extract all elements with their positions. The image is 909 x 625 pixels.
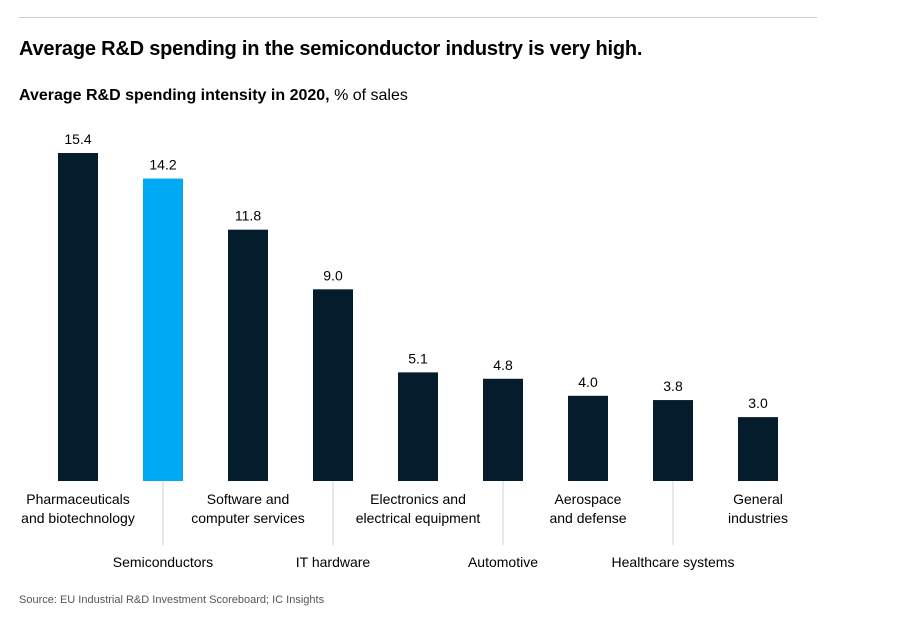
top-divider xyxy=(19,17,817,18)
category-label: computer services xyxy=(191,510,305,526)
bar-value-label: 3.0 xyxy=(748,395,768,411)
category-label: Pharmaceuticals xyxy=(26,491,130,507)
bar xyxy=(653,400,693,481)
bar-value-label: 5.1 xyxy=(408,350,428,366)
category-label: and biotechnology xyxy=(21,510,135,526)
source-note: Source: EU Industrial R&D Investment Sco… xyxy=(19,594,325,606)
bar xyxy=(483,378,523,481)
category-label: Electronics and xyxy=(370,491,466,507)
category-label: and defense xyxy=(549,510,626,526)
bar-value-label: 14.2 xyxy=(149,157,176,173)
category-label: General xyxy=(733,491,783,507)
bar xyxy=(228,229,268,481)
bar-value-label: 11.8 xyxy=(235,208,261,224)
subtitle-unit: % of sales xyxy=(334,87,408,104)
category-label: Aerospace xyxy=(555,491,622,507)
bar xyxy=(313,289,353,481)
bar-value-label: 4.0 xyxy=(578,374,598,390)
bar xyxy=(143,178,183,481)
category-label: industries xyxy=(728,510,788,526)
category-label: Software and xyxy=(207,491,290,507)
bar xyxy=(568,395,608,481)
chart-subtitle: Average R&D spending intensity in 2020, … xyxy=(19,87,408,105)
category-label: Healthcare systems xyxy=(612,554,735,570)
category-label: Automotive xyxy=(468,554,538,570)
bar-value-label: 4.8 xyxy=(493,357,513,373)
chart-headline: Average R&D spending in the semiconducto… xyxy=(19,38,643,60)
bar-value-label: 3.8 xyxy=(663,378,683,394)
bar-value-label: 9.0 xyxy=(323,267,343,283)
bar xyxy=(58,153,98,481)
category-label: electrical equipment xyxy=(356,510,481,526)
category-label: Semiconductors xyxy=(113,554,213,570)
bar xyxy=(738,417,778,481)
subtitle-bold: Average R&D spending intensity in 2020, xyxy=(19,87,330,104)
bar-value-label: 15.4 xyxy=(64,131,91,147)
bar xyxy=(398,372,438,481)
category-label: IT hardware xyxy=(296,554,371,570)
